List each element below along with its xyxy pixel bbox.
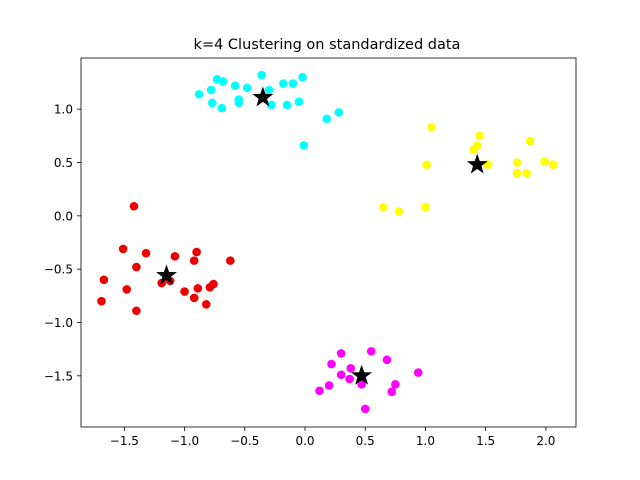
x-tick-label: −0.5: [230, 434, 259, 448]
data-point: [279, 79, 288, 88]
data-point: [382, 355, 392, 365]
y-tick-label: −0.5: [44, 263, 73, 277]
plot-area: [97, 70, 558, 414]
centroid-star-marker: [466, 153, 488, 174]
data-point: [427, 123, 436, 132]
data-point: [206, 85, 216, 95]
data-point: [189, 256, 199, 265]
data-point: [141, 248, 151, 258]
y-tick-label: 0.5: [54, 156, 73, 170]
data-point: [217, 103, 227, 113]
y-tick-label: 0.0: [54, 209, 73, 223]
data-point: [512, 158, 522, 167]
data-point: [132, 262, 141, 272]
axes-frame: [80, 57, 577, 428]
data-point: [193, 284, 203, 293]
data-point: [346, 364, 356, 373]
data-point: [334, 108, 344, 117]
data-point: [194, 89, 204, 99]
data-point: [192, 247, 201, 257]
data-point: [299, 141, 309, 150]
centroid-star-marker: [156, 264, 177, 285]
data-point: [422, 160, 431, 169]
data-point: [97, 296, 106, 306]
x-tick-label: −1.5: [110, 434, 139, 448]
data-point: [234, 95, 244, 104]
data-point: [266, 100, 276, 110]
data-point: [327, 359, 336, 369]
data-point: [189, 293, 199, 303]
data-point: [298, 72, 307, 82]
x-tick-label: 1.5: [476, 434, 495, 448]
data-point: [512, 168, 522, 178]
data-point: [226, 256, 235, 265]
data-point: [230, 81, 240, 91]
data-point: [315, 386, 324, 396]
data-point: [421, 203, 430, 212]
data-point: [257, 70, 266, 80]
data-point: [99, 275, 109, 285]
data-point: [170, 252, 180, 261]
x-axis: −1.5 −1.0 −0.5 0.0 0.5 1.0 1.5 2.0: [110, 427, 555, 448]
x-tick-label: 1.0: [416, 434, 435, 448]
data-point: [218, 77, 228, 86]
data-point: [324, 381, 334, 390]
data-point: [294, 97, 304, 107]
data-point: [322, 114, 331, 124]
data-point: [379, 203, 388, 212]
data-point: [132, 306, 141, 316]
y-axis: −1.5 −1.0 −0.5 0.0 0.5 1.0: [44, 103, 81, 383]
data-point: [540, 157, 549, 166]
data-point: [180, 287, 189, 296]
y-tick-label: 1.0: [54, 103, 73, 117]
data-point: [118, 244, 128, 254]
data-point: [201, 300, 211, 309]
data-point: [391, 380, 400, 389]
data-point: [207, 98, 217, 108]
data-point: [122, 285, 132, 294]
data-point: [357, 380, 366, 389]
data-point: [413, 368, 423, 377]
data-point: [345, 374, 354, 384]
x-tick-label: 0.5: [356, 434, 375, 448]
data-point: [394, 207, 404, 216]
data-point: [522, 168, 531, 178]
data-point: [336, 370, 346, 380]
chart-title: k=4 Clustering on standardized data: [194, 37, 461, 53]
data-point: [387, 387, 397, 397]
data-point: [475, 131, 484, 141]
y-tick-label: −1.5: [44, 369, 73, 383]
data-point: [264, 85, 274, 95]
x-tick-label: 2.0: [536, 434, 555, 448]
data-point: [360, 404, 370, 414]
data-point: [209, 279, 218, 289]
data-point: [336, 349, 346, 358]
data-point: [366, 346, 376, 356]
data-point: [242, 83, 252, 93]
data-point: [472, 141, 482, 150]
data-point: [129, 201, 139, 211]
data-point: [288, 79, 298, 88]
centroid-star-marker: [252, 86, 274, 107]
centroid-star-marker: [351, 364, 373, 385]
data-point: [282, 100, 292, 110]
x-tick-label: 0.0: [295, 434, 314, 448]
x-tick-label: −1.0: [170, 434, 199, 448]
data-point: [548, 160, 558, 169]
y-tick-label: −1.0: [44, 316, 73, 330]
data-point: [525, 136, 535, 146]
